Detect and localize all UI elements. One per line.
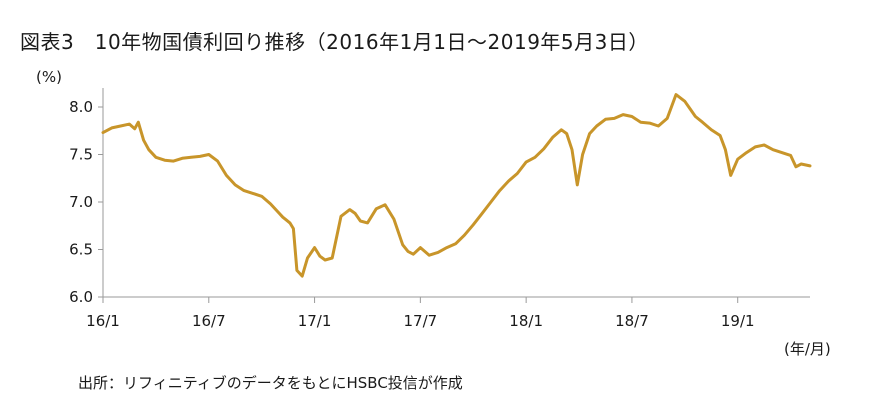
y-tick-label: 6.5 <box>69 241 93 259</box>
y-tick-label: 6.0 <box>69 288 93 306</box>
y-tick-label: 7.5 <box>69 146 93 164</box>
x-tick-label: 18/1 <box>509 312 543 330</box>
y-tick-label: 8.0 <box>69 98 93 116</box>
x-tick-label: 16/1 <box>86 312 120 330</box>
series <box>101 93 812 278</box>
x-axis-unit: (年/月) <box>784 340 831 358</box>
x-tick-label: 17/7 <box>404 312 438 330</box>
x-tick-label: 19/1 <box>721 312 755 330</box>
source-note: 出所：リフィニティブのデータをもとにHSBC投信が作成 <box>78 374 463 392</box>
axes <box>102 88 810 298</box>
ticks: 6.0 6.5 7.0 7.5 8.0 16/1 16/7 17/1 17/7 18/1 18/7 1… <box>69 98 754 330</box>
y-axis-unit: (%) <box>36 68 62 86</box>
yield-series-line <box>101 93 812 278</box>
chart-title: 図表3 10年物国債利回り推移（2016年1月1日～2019年5月3日） <box>20 30 649 54</box>
x-tick-label: 17/1 <box>298 312 332 330</box>
y-tick-label: 7.0 <box>69 193 93 211</box>
x-tick-label: 16/7 <box>192 312 226 330</box>
x-tick-label: 18/7 <box>615 312 649 330</box>
